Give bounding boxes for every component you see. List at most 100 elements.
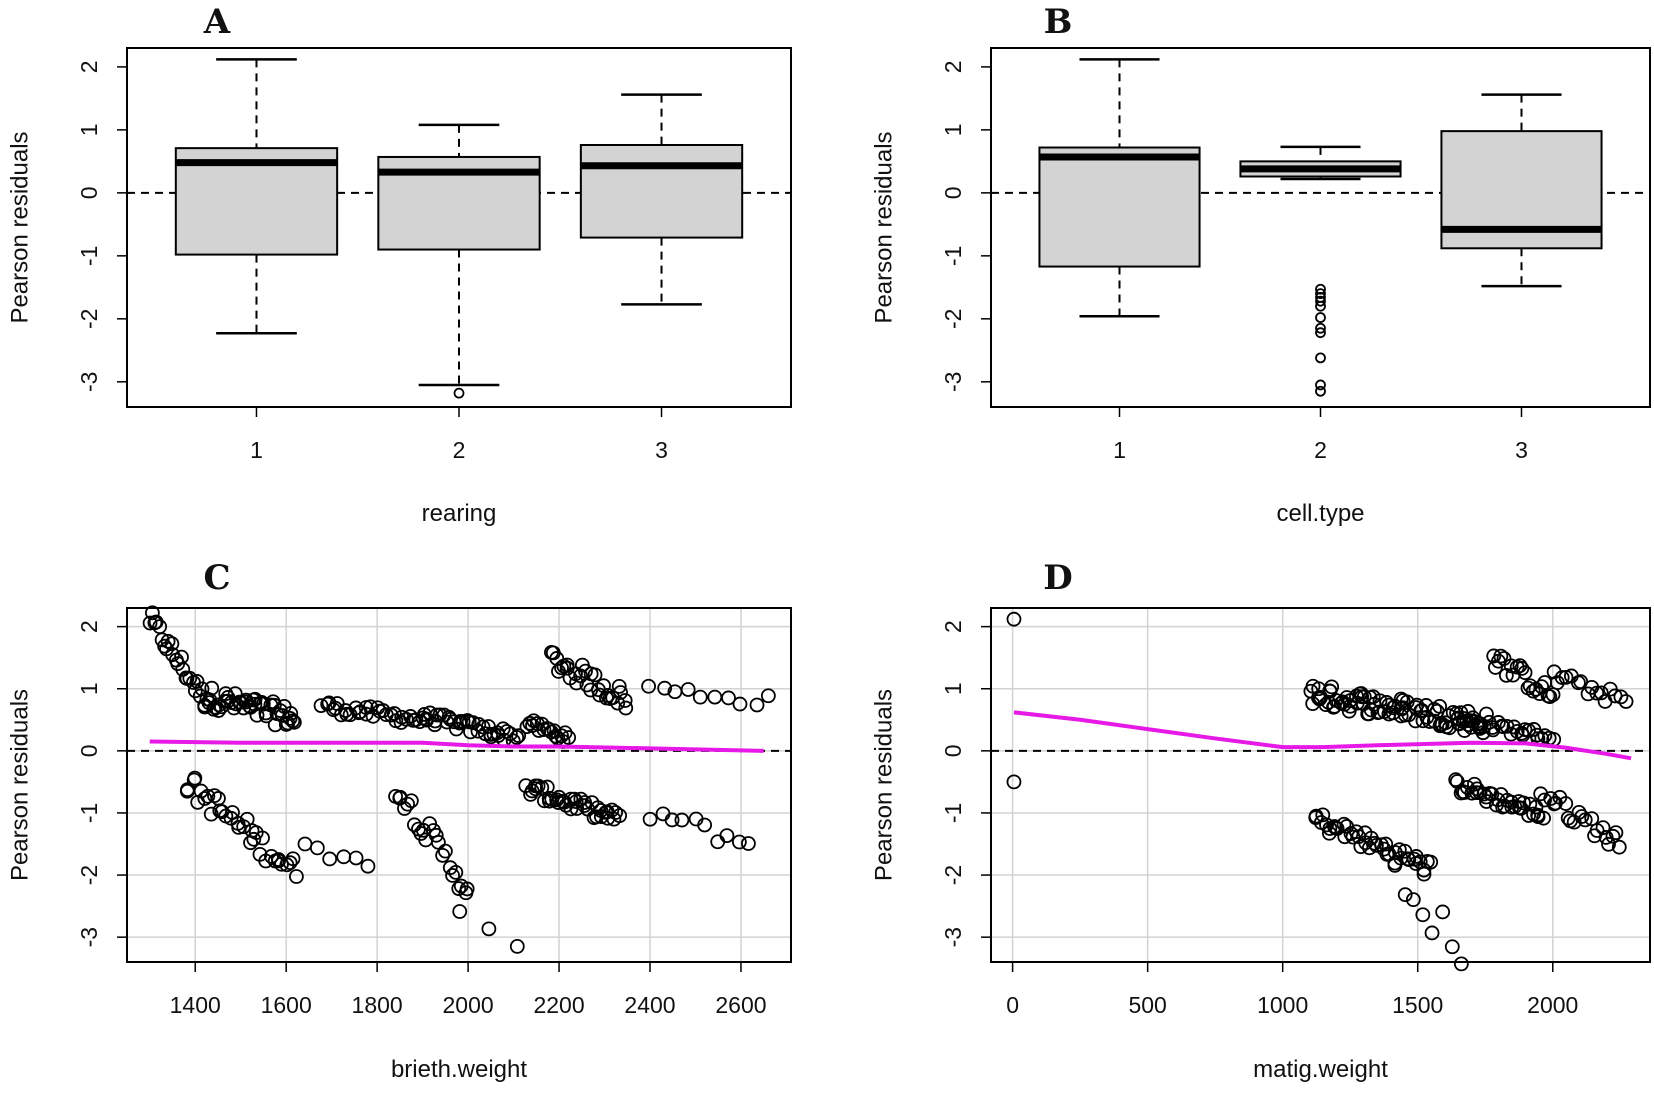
scatter-points <box>1006 611 1634 972</box>
data-point <box>1326 699 1342 714</box>
data-point <box>1608 825 1624 841</box>
x-axis-title: matig.weight <box>1253 1056 1388 1083</box>
data-point <box>1424 925 1440 941</box>
data-point <box>1521 723 1536 738</box>
x-tick-label: 1400 <box>170 992 221 1018</box>
outlier-point <box>1315 295 1326 307</box>
data-point <box>1574 809 1590 824</box>
scatter-points <box>142 605 776 954</box>
data-point <box>741 836 756 851</box>
data-point <box>309 840 325 856</box>
data-point <box>731 834 747 850</box>
data-point <box>1537 792 1552 808</box>
x-tick-label: 2 <box>1314 437 1327 463</box>
data-point <box>1584 811 1600 827</box>
y-tick-label: 0 <box>940 744 966 757</box>
data-point <box>655 806 671 822</box>
data-point <box>1595 820 1611 835</box>
data-point <box>358 706 374 722</box>
y-tick-label: -2 <box>940 309 966 329</box>
data-point <box>1324 679 1340 695</box>
data-point <box>642 811 658 827</box>
box-1 <box>1038 58 1201 318</box>
data-point <box>1618 694 1634 709</box>
data-point <box>148 614 164 630</box>
x-tick-label: 2400 <box>624 992 675 1018</box>
outlier-point <box>1315 385 1326 397</box>
data-point <box>247 696 263 712</box>
data-point <box>1493 648 1509 664</box>
data-point <box>1456 711 1472 726</box>
data-point <box>1423 854 1439 870</box>
y-tick-label: 1 <box>76 682 102 695</box>
data-point <box>680 682 696 697</box>
y-tick-label: -2 <box>76 309 102 329</box>
data-point <box>674 812 690 828</box>
y-tick-label: 2 <box>76 620 102 633</box>
data-point <box>1415 907 1431 923</box>
data-point <box>246 831 262 847</box>
data-point <box>1415 713 1431 729</box>
panel-d: D -3 -2 -1 0 1 2 Pearson residuals matig.weight 0… <box>871 558 1651 1083</box>
data-point <box>1514 661 1530 676</box>
outlier-point <box>1315 312 1326 323</box>
data-point <box>617 693 633 708</box>
data-point <box>282 855 298 871</box>
y-axis-title: Pearson residuals <box>871 131 898 323</box>
data-point <box>475 719 491 735</box>
data-point <box>445 868 460 883</box>
data-point <box>641 678 656 694</box>
data-point <box>448 864 464 880</box>
data-point <box>554 728 569 744</box>
y-tick-label: -3 <box>940 927 966 947</box>
data-point <box>333 707 349 723</box>
plot-frame <box>126 47 792 408</box>
box-2 <box>377 123 541 399</box>
data-point <box>509 730 525 745</box>
y-tick-label: 0 <box>940 186 966 199</box>
data-point <box>583 682 599 698</box>
plot-frame <box>126 607 792 963</box>
data-point <box>1537 675 1553 690</box>
data-point <box>203 806 219 822</box>
data-point <box>282 711 298 726</box>
x-tick-label: 3 <box>1515 437 1528 463</box>
data-point <box>1593 685 1609 701</box>
data-point <box>1503 658 1519 674</box>
data-point <box>297 836 313 852</box>
data-point <box>495 721 511 737</box>
data-point <box>283 706 299 721</box>
data-point <box>1554 670 1570 685</box>
data-point <box>142 615 158 631</box>
data-point <box>760 688 776 704</box>
panel-letter: D <box>1043 558 1072 598</box>
x-tick-label: 3 <box>655 437 668 463</box>
data-point <box>1341 703 1357 719</box>
y-axis-title: Pearson residuals <box>871 689 898 881</box>
data-point <box>285 713 301 729</box>
data-point <box>1369 837 1384 853</box>
panel-c: C -3 -2 -1 0 1 2 Pearson residuals brieth.weight… <box>7 558 792 1083</box>
outlier-point <box>1315 352 1326 364</box>
data-point <box>511 728 527 744</box>
data-point <box>175 661 191 677</box>
data-point <box>1611 839 1627 855</box>
data-point <box>1601 836 1616 852</box>
data-point <box>611 678 627 694</box>
x-axis-title: rearing <box>422 500 497 527</box>
y-tick-label: 1 <box>76 123 102 136</box>
panel-letter: C <box>203 558 230 598</box>
data-point <box>207 788 222 804</box>
data-point <box>189 674 205 689</box>
data-point <box>1371 704 1387 720</box>
data-point <box>187 683 203 699</box>
data-point <box>664 812 680 828</box>
data-point <box>1476 719 1492 734</box>
data-point <box>204 680 220 696</box>
y-tick-label: -2 <box>76 865 102 885</box>
data-point <box>451 881 467 896</box>
data-point <box>428 827 444 843</box>
y-tick-label: 1 <box>940 123 966 136</box>
x-tick-label: 1 <box>1113 437 1126 463</box>
data-point <box>692 689 708 705</box>
